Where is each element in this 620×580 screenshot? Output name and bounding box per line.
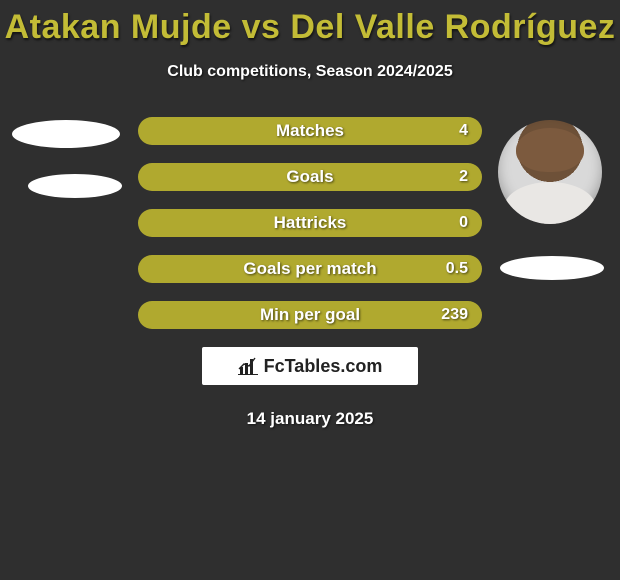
stat-row: Goals per match0.5 <box>138 255 482 283</box>
brand-text: FcTables.com <box>264 356 383 377</box>
stat-label: Goals <box>138 167 482 187</box>
stat-right-value: 2 <box>438 168 468 186</box>
stat-label: Goals per match <box>138 259 482 279</box>
brand-badge: FcTables.com <box>202 347 418 385</box>
stat-right-value: 239 <box>438 306 468 324</box>
page-title: Atakan Mujde vs Del Valle Rodríguez <box>0 0 620 47</box>
stat-row: Hattricks0 <box>138 209 482 237</box>
stat-right-value: 4 <box>438 122 468 140</box>
right-player-area <box>490 120 610 224</box>
stat-row: Matches4 <box>138 117 482 145</box>
page-subtitle: Club competitions, Season 2024/2025 <box>0 63 620 81</box>
stat-right-value: 0.5 <box>438 260 468 278</box>
stat-right-value: 0 <box>438 214 468 232</box>
placeholder-ellipse <box>500 256 604 280</box>
placeholder-ellipse <box>28 174 122 198</box>
stat-row: Goals2 <box>138 163 482 191</box>
stat-label: Min per goal <box>138 305 482 325</box>
comparison-infographic: Atakan Mujde vs Del Valle Rodríguez Club… <box>0 0 620 580</box>
bar-chart-icon <box>238 357 258 375</box>
date-text: 14 january 2025 <box>0 409 620 429</box>
stat-row: Min per goal239 <box>138 301 482 329</box>
player-photo <box>498 120 602 224</box>
stat-label: Hattricks <box>138 213 482 233</box>
stat-label: Matches <box>138 121 482 141</box>
placeholder-ellipse <box>12 120 120 148</box>
